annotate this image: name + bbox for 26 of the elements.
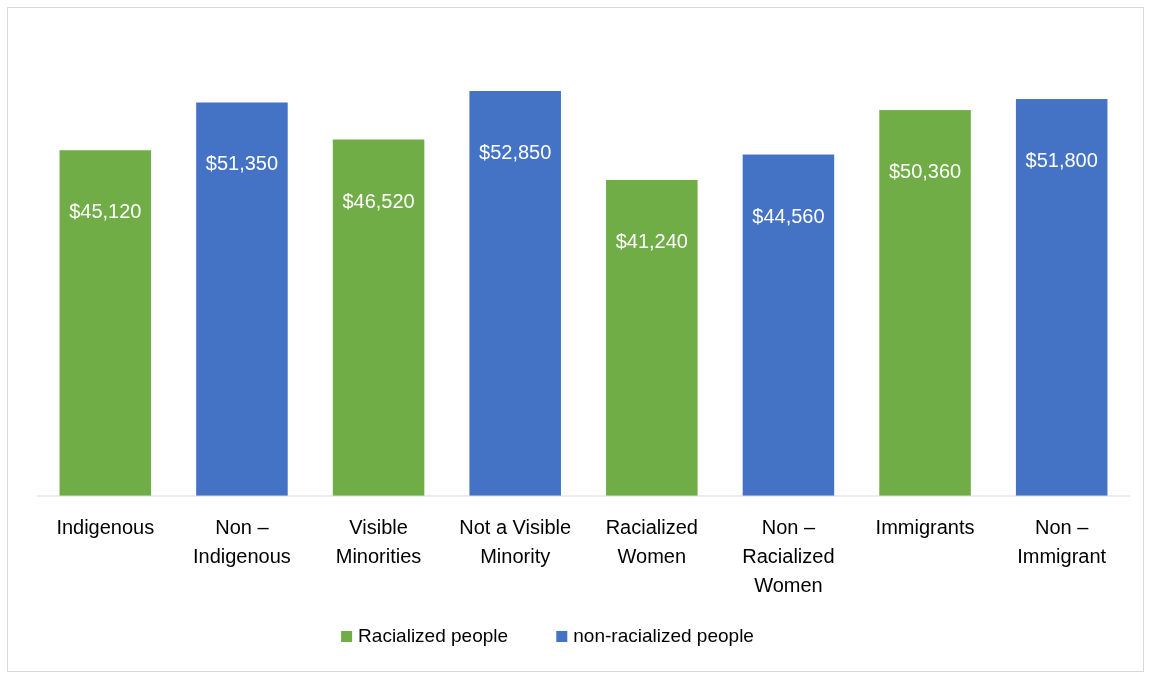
x-tick-label: Visible Minorities (335, 516, 422, 567)
data-label: $50,360 (888, 160, 962, 183)
data-label: $46,520 (342, 189, 415, 212)
x-tick-label: Racialized Women (605, 516, 698, 567)
x-tick-label: Not a Visible Minority (459, 516, 572, 567)
x-tick-label: Immigrants (875, 516, 975, 538)
bar (469, 91, 561, 496)
x-tick-label: Non – Racialized Women (742, 516, 835, 596)
bar (1015, 99, 1108, 496)
legend-label: Racialized people (358, 625, 509, 646)
bar (196, 102, 288, 496)
data-label: $45,120 (69, 200, 142, 223)
data-label: $51,350 (205, 152, 279, 175)
x-tick-label: Indigenous (56, 516, 155, 538)
bar (332, 139, 425, 496)
bar (59, 150, 152, 496)
x-tick-label: Non – Indigenous (193, 516, 291, 567)
data-label: $52,850 (479, 141, 552, 163)
bar (742, 154, 835, 496)
bar (606, 179, 698, 496)
data-label: $41,240 (615, 229, 688, 252)
x-tick-label: Non – Immigrant (1017, 516, 1107, 567)
legend-label: non-racialized people (573, 625, 754, 646)
bar (879, 110, 971, 496)
data-label: $44,560 (752, 204, 825, 227)
data-label: $51,800 (1025, 149, 1098, 172)
